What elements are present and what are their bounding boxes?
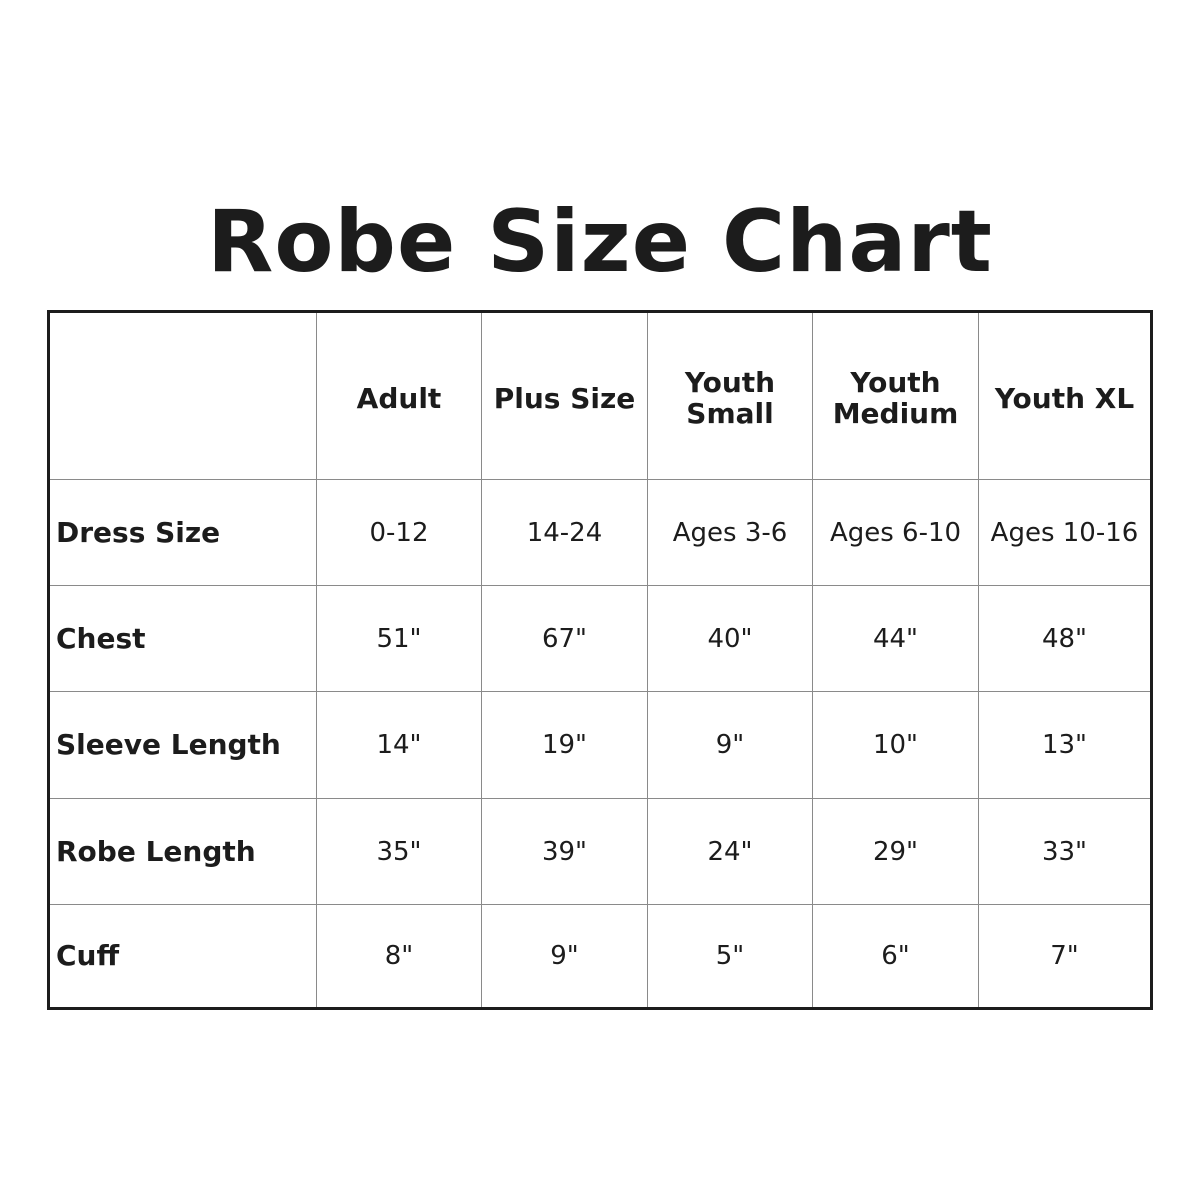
table-cell: 39"	[482, 799, 648, 905]
row-label: Sleeve Length	[50, 692, 317, 799]
table-cell: 19"	[482, 692, 648, 799]
column-header: Adult	[317, 313, 482, 480]
table-cell: 29"	[813, 799, 979, 905]
table-cell: 48"	[979, 586, 1150, 692]
table-cell: 9"	[648, 692, 813, 799]
column-header: Youth Small	[648, 313, 813, 480]
table-cell: 44"	[813, 586, 979, 692]
table-cell: Ages 3-6	[648, 480, 813, 586]
table-cell: 10"	[813, 692, 979, 799]
table-cell: 24"	[648, 799, 813, 905]
table-cell: 14"	[317, 692, 482, 799]
row-label: Cuff	[50, 905, 317, 1007]
table-cell: 8"	[317, 905, 482, 1007]
column-header	[50, 313, 317, 480]
table-cell: Ages 10-16	[979, 480, 1150, 586]
page-title: Robe Size Chart	[207, 192, 993, 292]
table-cell: 67"	[482, 586, 648, 692]
table-cell: 7"	[1050, 941, 1079, 971]
row-label: Robe Length	[50, 799, 317, 905]
table-cell: 13"	[979, 692, 1150, 799]
table-cell: 14-24	[482, 480, 648, 586]
column-header: Plus Size	[482, 313, 648, 480]
row-label: Dress Size	[50, 480, 317, 586]
table-cell: 5"	[648, 905, 813, 1007]
row-label: Chest	[50, 586, 317, 692]
column-header: Youth XL	[979, 313, 1150, 480]
column-header: Youth Medium	[813, 313, 979, 480]
table-cell: 6"	[813, 905, 979, 1007]
table-cell: 0-12	[317, 480, 482, 586]
table-cell: 9"	[482, 905, 648, 1007]
table-cell: 35"	[317, 799, 482, 905]
table-cell: 51"	[317, 586, 482, 692]
table-cell: Ages 6-10	[813, 480, 979, 586]
size-table: Adult Plus Size Youth Small Youth Medium You…	[47, 310, 1153, 1010]
table-cell: 33"	[979, 799, 1150, 905]
table-cell: 40"	[648, 586, 813, 692]
